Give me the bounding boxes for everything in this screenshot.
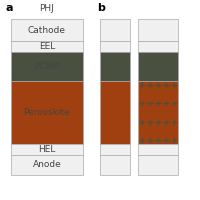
Bar [100,155,130,175]
Bar [100,81,130,144]
Bar [11,155,83,175]
Bar [138,155,178,175]
Bar [100,144,130,155]
Bar [11,41,83,52]
Text: EEL: EEL [39,42,55,51]
Text: b: b [97,3,105,13]
Text: Anode: Anode [33,160,61,169]
Bar [100,52,130,81]
Text: PHJ: PHJ [40,4,54,13]
Bar [100,41,130,52]
Text: a: a [6,3,14,13]
Bar [100,19,130,41]
Text: HEL: HEL [38,145,56,154]
Bar [11,52,83,81]
Bar [11,144,83,155]
Bar [138,41,178,52]
Bar [138,144,178,155]
Bar [11,81,83,144]
Text: Perovskite: Perovskite [24,108,70,117]
Bar [138,19,178,41]
Bar [138,81,178,144]
Text: PCBM: PCBM [34,62,60,71]
Bar [138,52,178,81]
Bar [11,19,83,41]
Text: Cathode: Cathode [28,26,66,35]
